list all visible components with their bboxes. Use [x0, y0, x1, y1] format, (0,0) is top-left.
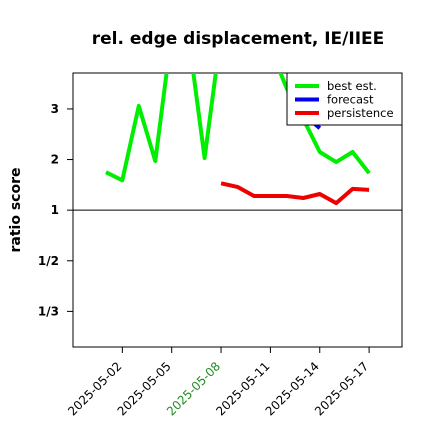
y-tick-label: 3	[51, 102, 59, 116]
legend-label: best est.	[327, 79, 377, 93]
legend-label: forecast	[327, 93, 374, 107]
y-tick-label: 1	[51, 203, 59, 217]
legend-label: persistence	[327, 106, 394, 120]
series-line	[220, 181, 370, 206]
y-tick-label: 1/2	[38, 254, 59, 268]
x-tick-label: 2025-05-17	[312, 359, 371, 418]
chart-title: rel. edge displacement, IE/IIEE	[92, 29, 385, 49]
series-line	[105, 73, 371, 183]
y-tick-label: 1/3	[38, 304, 59, 318]
y-axis-label: ratio score	[8, 168, 24, 253]
y-tick-label: 2	[51, 153, 59, 167]
